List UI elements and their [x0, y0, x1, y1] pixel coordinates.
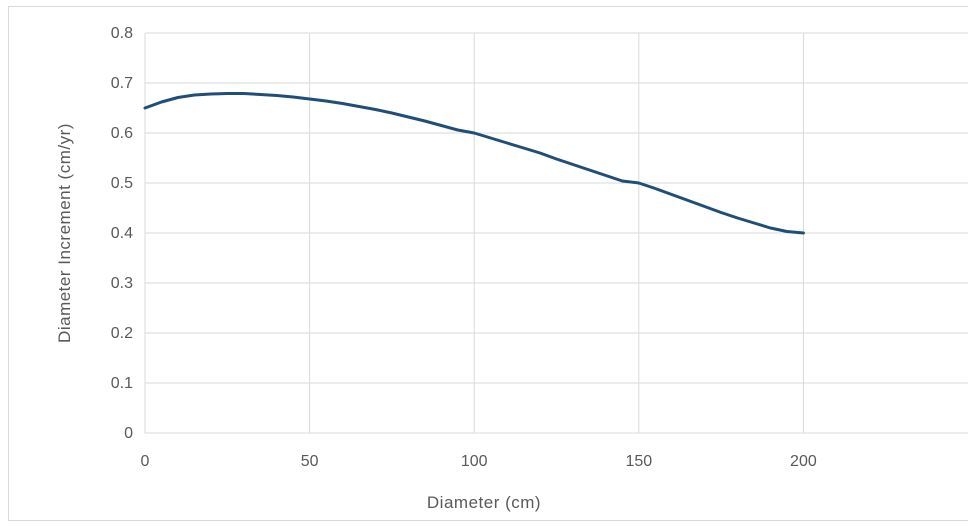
- y-tick-label: 0.5: [111, 175, 133, 192]
- x-tick-label: 100: [461, 453, 488, 470]
- y-tick-label: 0.6: [111, 125, 133, 142]
- x-tick-label: 50: [301, 453, 319, 470]
- x-tick-label: 150: [625, 453, 652, 470]
- y-tick-label: 0.1: [111, 375, 133, 392]
- y-tick-label: 0: [124, 425, 133, 442]
- y-tick-label: 0.3: [111, 275, 133, 292]
- x-tick-label: 200: [790, 453, 817, 470]
- y-tick-label: 0.8: [111, 25, 133, 42]
- grid-lines: [144, 32, 968, 433]
- y-tick-label: 0.7: [111, 75, 133, 92]
- tick-labels: 0 0.1 0.2 0.3 0.4 0.5 0.6 0.7 0.8 0 50 100 150 200: [111, 25, 817, 470]
- chart-frame: [8, 6, 968, 521]
- x-tick-label: 0: [141, 453, 150, 470]
- series-line: [143, 92, 805, 235]
- series-layer: [143, 92, 805, 235]
- y-axis-title: Diameter Increment (cm/yr): [55, 123, 74, 343]
- y-tick-label: 0.4: [111, 225, 133, 242]
- y-tick-label: 0.2: [111, 325, 133, 342]
- x-axis-title: Diameter (cm): [427, 493, 541, 512]
